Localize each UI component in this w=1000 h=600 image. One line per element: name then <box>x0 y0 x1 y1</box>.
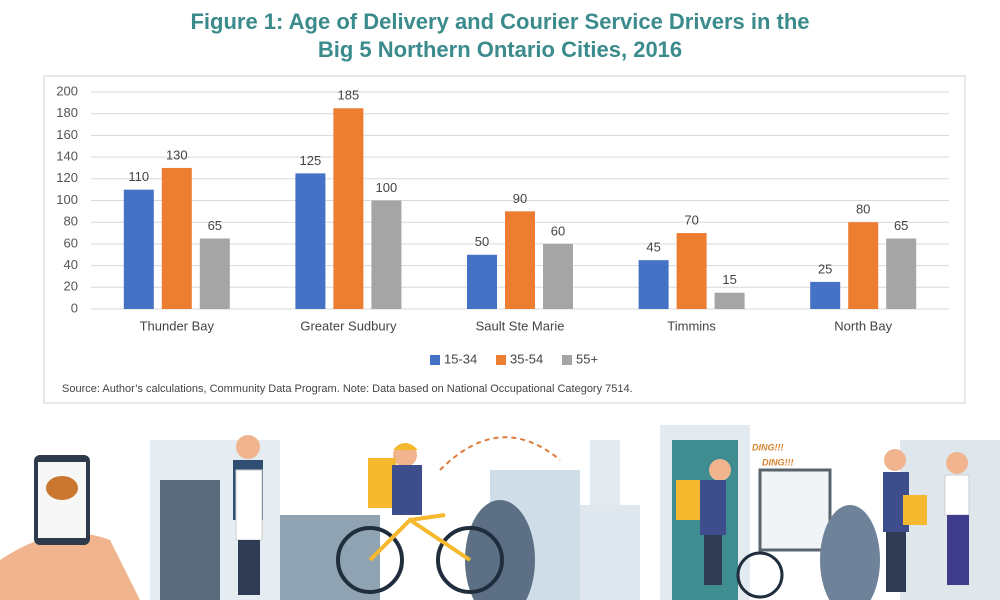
data-label: 90 <box>513 191 527 206</box>
x-tick-label: North Bay <box>834 318 892 333</box>
bar <box>161 167 192 309</box>
x-tick-label: Thunder Bay <box>140 318 215 333</box>
bar <box>467 254 497 309</box>
x-tick-label: Greater Sudbury <box>300 318 397 333</box>
data-label: 110 <box>128 169 149 184</box>
data-label: 70 <box>684 212 698 227</box>
bar <box>676 233 707 309</box>
legend-swatch <box>430 355 440 365</box>
data-label: 100 <box>376 180 398 195</box>
bar <box>295 173 326 309</box>
x-tick-label: Timmins <box>667 318 716 333</box>
annotation: DING!!! <box>762 457 794 467</box>
legend-label: 15-34 <box>444 351 477 366</box>
bar <box>714 292 745 309</box>
legend-swatch <box>562 355 572 365</box>
data-label: 65 <box>208 218 222 233</box>
legend-label: 55+ <box>576 351 598 366</box>
y-tick-label: 120 <box>56 170 78 185</box>
y-tick-label: 100 <box>56 192 78 207</box>
y-tick-label: 60 <box>64 235 78 250</box>
x-tick-label: Sault Ste Marie <box>476 318 565 333</box>
y-tick-label: 20 <box>64 279 78 294</box>
bar <box>123 189 154 309</box>
data-label: 80 <box>856 202 870 217</box>
data-label: 65 <box>894 218 908 233</box>
source-note: Source: Author’s calculations, Community… <box>62 383 633 395</box>
data-label: 60 <box>551 223 565 238</box>
bar <box>638 260 669 309</box>
data-label: 25 <box>818 261 832 276</box>
annotation: DING!!! <box>752 442 784 452</box>
chart-frame <box>43 75 966 404</box>
y-tick-label: 0 <box>71 300 78 315</box>
bar <box>505 211 535 309</box>
bar <box>199 238 230 309</box>
data-label: 45 <box>646 240 660 255</box>
legend-label: 35-54 <box>510 351 543 366</box>
y-tick-label: 40 <box>64 257 78 272</box>
bar <box>886 238 917 309</box>
data-label: 15 <box>722 272 736 287</box>
bar <box>333 108 364 310</box>
y-tick-label: 140 <box>56 149 78 164</box>
bar <box>543 243 573 309</box>
bar <box>810 281 841 309</box>
chart-title: Figure 1: Age of Delivery and Courier Se… <box>190 9 810 62</box>
bar <box>371 200 402 309</box>
data-label: 50 <box>475 234 489 249</box>
illustration: DING!!! DING!!! <box>0 425 1000 600</box>
y-tick-label: 200 <box>56 83 78 98</box>
bar <box>848 222 879 309</box>
y-tick-label: 80 <box>64 214 78 229</box>
y-tick-label: 160 <box>56 127 78 142</box>
data-label: 125 <box>300 153 322 168</box>
y-tick-label: 180 <box>56 105 78 120</box>
data-label: 130 <box>166 147 188 162</box>
data-label: 185 <box>338 88 360 103</box>
legend-swatch <box>496 355 506 365</box>
